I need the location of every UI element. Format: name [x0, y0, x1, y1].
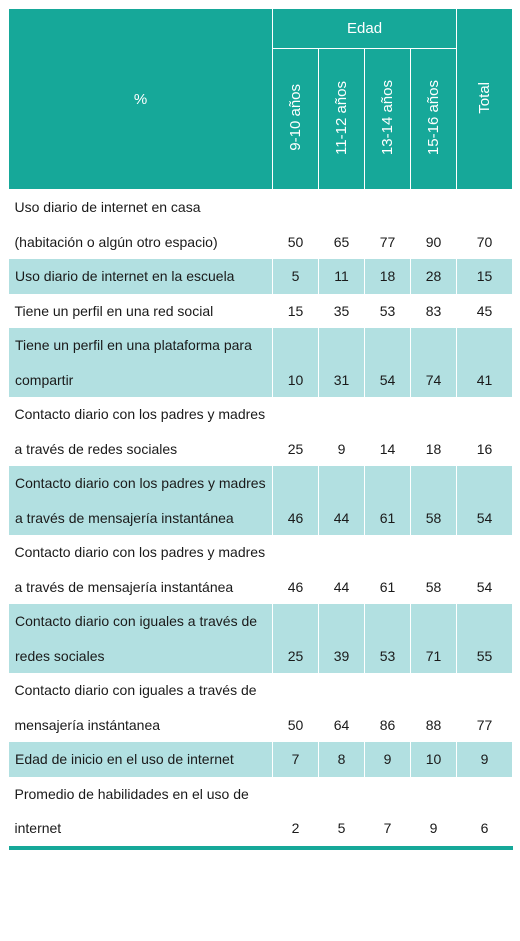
table-body: Uso diario de internet en casa (habitaci…	[8, 190, 514, 850]
cell-value: 55	[456, 604, 514, 673]
cell-value: 77	[476, 716, 493, 733]
cell-value: 58	[425, 578, 442, 595]
table-row: Uso diario de internet en casa (habitaci…	[9, 190, 513, 260]
cell-value: 18	[425, 440, 442, 457]
cell-value: 50	[287, 716, 304, 733]
cell-value: 45	[476, 302, 493, 319]
cell-value: 39	[318, 604, 365, 673]
cell-value: 41	[456, 328, 514, 397]
cell-value: 71	[409, 604, 458, 673]
cell-value: 9	[337, 440, 346, 457]
cell-value: 9	[410, 776, 457, 850]
cell-value: 5	[318, 776, 365, 850]
cell-value: 44	[333, 578, 350, 595]
cell-value: 6	[456, 776, 513, 850]
column-label: 11-12 años	[333, 80, 350, 155]
cell-value: 14	[379, 440, 396, 457]
cell-value: 65	[333, 233, 350, 250]
data-table: % Edad Total 9-10 años 11-12 años 13-14 añ…	[8, 8, 514, 850]
cell-value: 8	[318, 742, 365, 777]
table-row: Contacto diario con los padres y madres …	[9, 535, 513, 604]
cell-value: 74	[409, 328, 458, 397]
table-row: Contacto diario con iguales a través de …	[9, 673, 513, 742]
row-label: Contacto diario con iguales a través de …	[14, 682, 257, 733]
cell-value: 61	[364, 466, 411, 535]
cell-value: 25	[272, 604, 319, 673]
row-label: Contacto diario con los padres y madres …	[8, 466, 273, 535]
cell-value: 11	[318, 259, 365, 294]
cell-value: 83	[425, 302, 442, 319]
cell-value: 18	[364, 259, 411, 294]
table-row: Tiene un perfil en una plataforma para c…	[8, 328, 514, 397]
table-row: Contacto diario con iguales a través de …	[8, 604, 514, 673]
cell-value: 88	[425, 716, 442, 733]
cell-value: 25	[287, 440, 304, 457]
cell-value: 15	[287, 302, 304, 319]
cell-value: 2	[272, 776, 319, 850]
row-label: Tiene un perfil en una plataforma para c…	[8, 328, 273, 397]
cell-value: 7	[364, 776, 411, 850]
cell-value: 58	[409, 466, 458, 535]
row-label: Edad de inicio en el uso de internet	[8, 742, 273, 777]
column-label: 13-14 años	[379, 79, 396, 156]
corner-header: %	[8, 8, 273, 190]
column-label: 9-10 años	[287, 84, 304, 151]
total-header: Total	[456, 8, 514, 190]
cell-value: 70	[476, 233, 493, 250]
row-label: Contacto diario con los padres y madres …	[14, 544, 266, 595]
cell-value: 44	[318, 466, 365, 535]
group-header: Edad	[271, 8, 458, 49]
cell-value: 86	[379, 716, 396, 733]
cell-value: 9	[364, 742, 411, 777]
cell-value: 10	[272, 328, 319, 397]
table-row: Contacto diario con los padres y madres …	[8, 466, 514, 535]
row-label: Promedio de habilidades en el uso de int…	[8, 776, 273, 850]
cell-value: 46	[272, 466, 319, 535]
row-label: Tiene un perfil en una red social	[14, 302, 214, 319]
cell-value: 28	[409, 259, 458, 294]
column-header: 15-16 años	[409, 48, 458, 190]
table-row: Contacto diario con los padres y madres …	[9, 397, 513, 466]
row-label: Uso diario de internet en casa (habitaci…	[14, 199, 218, 250]
cell-value: 64	[333, 716, 350, 733]
table-header: % Edad Total 9-10 años 11-12 años 13-14 añ…	[8, 8, 514, 190]
cell-value: 31	[318, 328, 365, 397]
cell-value: 9	[456, 742, 514, 777]
cell-value: 54	[456, 466, 514, 535]
column-header: 11-12 años	[318, 48, 365, 190]
column-header: 9-10 años	[272, 48, 319, 190]
table-row: Uso diario de internet en la escuela 5 11 1…	[8, 259, 514, 294]
cell-value: 5	[272, 259, 319, 294]
table-row: Edad de inicio en el uso de internet 7 8 9 1…	[8, 742, 514, 777]
cell-value: 53	[364, 604, 411, 673]
table-row: Promedio de habilidades en el uso de int…	[8, 776, 513, 850]
row-label: Uso diario de internet en la escuela	[8, 259, 273, 294]
cell-value: 7	[272, 742, 319, 777]
cell-value: 54	[364, 328, 411, 397]
table-row: Tiene un perfil en una red social 15 35 53 8…	[9, 294, 513, 329]
column-label: 15-16 años	[425, 79, 443, 156]
cell-value: 16	[476, 440, 493, 457]
cell-value: 10	[409, 742, 458, 777]
cell-value: 61	[379, 578, 396, 595]
cell-value: 50	[287, 233, 304, 250]
cell-value: 77	[379, 233, 396, 250]
column-header: 13-14 años	[364, 48, 411, 190]
cell-value: 15	[456, 259, 514, 294]
row-label: Contacto diario con los padres y madres …	[14, 406, 266, 457]
row-label: Contacto diario con iguales a través de …	[8, 604, 273, 673]
cell-value: 54	[476, 578, 493, 595]
cell-value: 46	[287, 578, 304, 595]
cell-value: 35	[333, 302, 350, 319]
total-label: Total	[476, 81, 494, 114]
cell-value: 53	[379, 302, 396, 319]
cell-value: 90	[425, 233, 442, 250]
